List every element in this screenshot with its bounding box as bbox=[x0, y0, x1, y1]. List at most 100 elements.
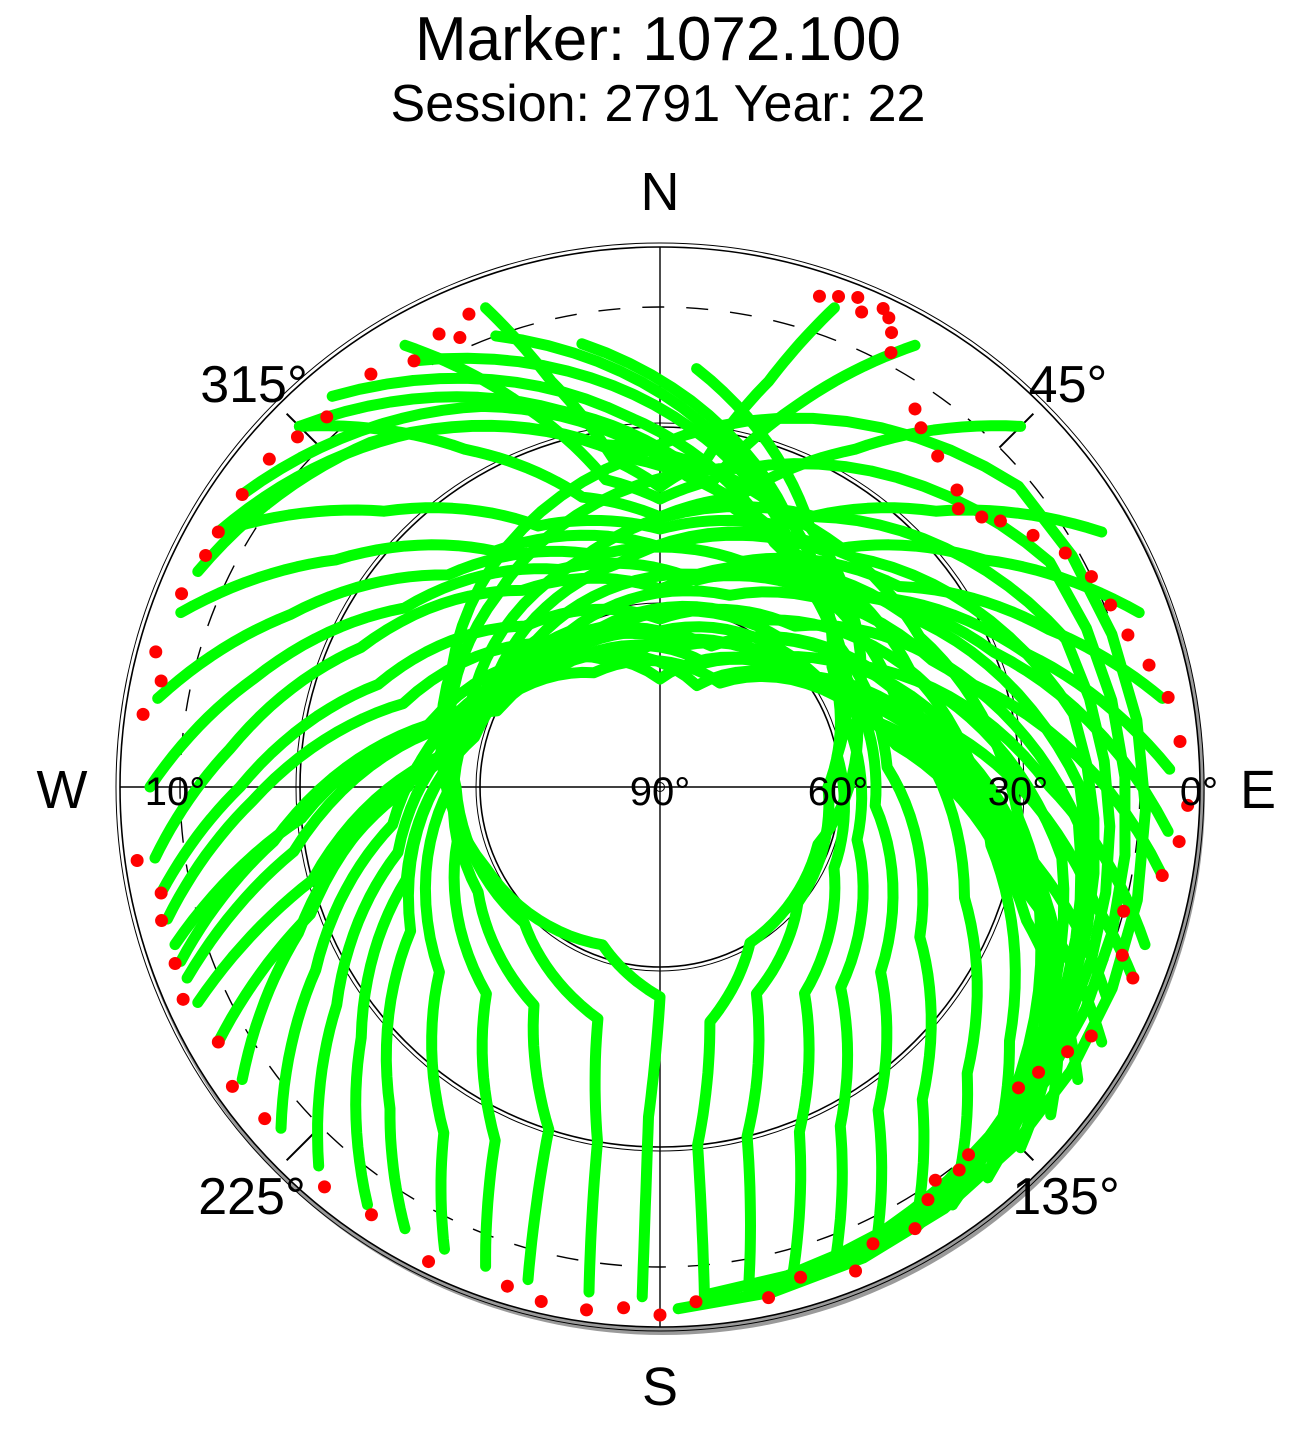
elevation-label-10: 10° bbox=[145, 770, 206, 814]
flagged-point-61 bbox=[1142, 658, 1156, 672]
satellite-track-0 bbox=[480, 302, 840, 493]
axis-labels: N S W E 45° 135° 225° 315° 90° 60° 30° 0… bbox=[37, 162, 1277, 1417]
flagged-point-70 bbox=[950, 483, 964, 497]
flagged-point-28 bbox=[211, 1035, 225, 1049]
flagged-point-21 bbox=[154, 674, 168, 688]
satellite-track-5 bbox=[152, 541, 1168, 704]
flagged-point-23 bbox=[130, 853, 144, 867]
flagged-point-58 bbox=[1181, 798, 1195, 812]
satellite-track-23 bbox=[443, 458, 1131, 1301]
flagged-point-34 bbox=[500, 1279, 514, 1293]
flagged-point-51 bbox=[1061, 1045, 1075, 1059]
flagged-point-39 bbox=[689, 1295, 703, 1309]
elevation-label-0: 0° bbox=[1180, 770, 1218, 814]
flagged-point-30 bbox=[258, 1112, 272, 1126]
flagged-observations bbox=[130, 289, 1195, 1322]
azimuth-label-45: 45° bbox=[1029, 356, 1108, 414]
flagged-point-54 bbox=[1115, 948, 1129, 962]
flagged-point-68 bbox=[975, 510, 989, 524]
elevation-label-60: 60° bbox=[808, 770, 869, 814]
flagged-point-41 bbox=[794, 1270, 808, 1284]
elevation-ring-outer-0 bbox=[115, 242, 1205, 1332]
flagged-point-49 bbox=[1012, 1081, 1026, 1095]
satellite-track-21 bbox=[447, 526, 1100, 1286]
flagged-point-66 bbox=[1026, 528, 1040, 542]
flagged-point-8 bbox=[453, 331, 467, 345]
flagged-point-48 bbox=[962, 1148, 976, 1162]
flagged-point-69 bbox=[951, 502, 965, 516]
flagged-point-15 bbox=[262, 452, 276, 466]
flagged-point-47 bbox=[952, 1163, 966, 1177]
flagged-point-18 bbox=[199, 548, 213, 562]
compass-north-label: N bbox=[641, 162, 680, 222]
flagged-point-55 bbox=[1117, 904, 1131, 918]
flagged-point-26 bbox=[168, 956, 182, 970]
azimuth-label-315: 315° bbox=[200, 356, 308, 414]
satellite-track-6 bbox=[144, 557, 1176, 793]
flagged-point-10 bbox=[432, 327, 446, 341]
satellite-track-13 bbox=[192, 655, 1084, 1085]
flagged-point-64 bbox=[1084, 570, 1098, 584]
flagged-point-31 bbox=[317, 1180, 331, 1194]
chart-title: Marker: 1072.100 bbox=[415, 5, 901, 74]
flagged-point-29 bbox=[225, 1079, 239, 1093]
azimuth-label-135: 135° bbox=[1012, 1168, 1120, 1226]
flagged-point-3 bbox=[832, 289, 846, 303]
flagged-point-7 bbox=[884, 346, 898, 360]
flagged-point-12 bbox=[364, 367, 378, 381]
flagged-point-27 bbox=[176, 992, 190, 1006]
elevation-label-90: 90° bbox=[630, 770, 691, 814]
flagged-point-73 bbox=[908, 402, 922, 416]
satellite-track-12 bbox=[169, 648, 1108, 1048]
flagged-point-4 bbox=[812, 289, 826, 303]
satellite-track-19 bbox=[380, 585, 1087, 1255]
satellite-track-29 bbox=[326, 372, 899, 1255]
flagged-point-20 bbox=[149, 645, 163, 659]
flagged-point-19 bbox=[175, 587, 189, 601]
satellite-track-33 bbox=[192, 419, 1053, 1154]
flagged-point-62 bbox=[1121, 628, 1135, 642]
compass-east-label: E bbox=[1240, 760, 1276, 820]
satellite-track-18 bbox=[350, 600, 1070, 1235]
flagged-point-17 bbox=[211, 525, 225, 539]
chart-subtitle: Session: 2791 Year: 22 bbox=[390, 75, 926, 133]
flagged-point-36 bbox=[580, 1303, 594, 1317]
flagged-point-25 bbox=[155, 914, 169, 928]
flagged-point-63 bbox=[1104, 598, 1118, 612]
satellite-track-3 bbox=[212, 502, 1108, 538]
elevation-label-30: 30° bbox=[988, 770, 1049, 814]
flagged-point-22 bbox=[136, 707, 150, 721]
compass-west-label: W bbox=[37, 760, 88, 820]
satellite-track-25 bbox=[691, 363, 867, 1301]
satellite-track-28 bbox=[408, 352, 869, 1272]
flagged-point-1 bbox=[855, 305, 869, 319]
flagged-point-60 bbox=[1161, 690, 1175, 704]
flagged-point-67 bbox=[993, 514, 1007, 528]
flagged-point-43 bbox=[866, 1237, 880, 1251]
satellite-track-22 bbox=[448, 501, 1116, 1295]
flagged-point-9 bbox=[462, 307, 476, 321]
flagged-point-35 bbox=[534, 1294, 548, 1308]
flagged-point-65 bbox=[1058, 546, 1072, 560]
flagged-point-46 bbox=[928, 1173, 942, 1187]
flagged-point-59 bbox=[1173, 735, 1187, 749]
flagged-point-52 bbox=[1084, 1029, 1098, 1043]
satellite-track-20 bbox=[419, 560, 1092, 1272]
flagged-point-0 bbox=[851, 290, 865, 304]
satellite-track-24 bbox=[435, 412, 1151, 1315]
flagged-point-33 bbox=[422, 1255, 436, 1269]
flagged-point-56 bbox=[1155, 869, 1169, 883]
satellite-track-30 bbox=[293, 391, 937, 1235]
flagged-point-11 bbox=[407, 354, 421, 368]
flagged-point-6 bbox=[885, 326, 899, 340]
flagged-point-24 bbox=[154, 886, 168, 900]
flagged-point-42 bbox=[849, 1264, 863, 1278]
flagged-point-13 bbox=[320, 410, 334, 424]
flagged-point-44 bbox=[908, 1222, 922, 1236]
flagged-point-40 bbox=[762, 1291, 776, 1305]
compass-south-label: S bbox=[642, 1357, 678, 1417]
flagged-point-72 bbox=[914, 421, 928, 435]
flagged-point-37 bbox=[617, 1301, 631, 1315]
satellite-track-27 bbox=[490, 330, 852, 1286]
